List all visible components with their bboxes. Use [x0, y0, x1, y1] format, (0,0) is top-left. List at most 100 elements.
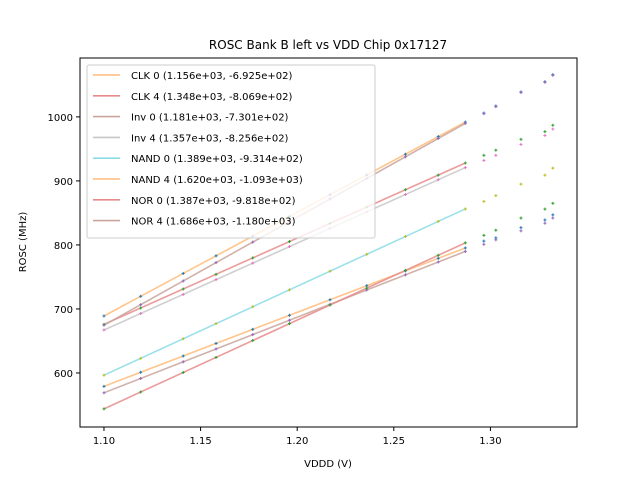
data-point-7-1	[139, 303, 143, 307]
legend-entry-6: NOR 0 (1.387e+03, -9.818e+02)	[93, 196, 296, 207]
extra-point-5-4	[551, 201, 555, 205]
extra-point-1-2	[519, 91, 523, 95]
extra-point-3-4	[551, 127, 555, 131]
extra-point-2-0	[482, 153, 486, 157]
data-point-0-2	[181, 354, 185, 358]
extra-point-6-0	[482, 239, 486, 243]
data-point-0-10	[463, 246, 467, 250]
data-point-1-9	[436, 173, 440, 177]
y-tick-label: 700	[54, 305, 73, 316]
y-axis-label: ROSC (MHz)	[18, 212, 29, 273]
extra-point-4-2	[519, 182, 523, 186]
extra-point-4-3	[543, 173, 547, 177]
extra-point-5-2	[519, 216, 523, 220]
x-tick-label: 1.20	[286, 436, 308, 447]
data-point-4-4	[251, 305, 255, 309]
legend-label: NOR 4 (1.686e+03, -1.180e+03)	[131, 217, 296, 228]
y-tick-label: 800	[54, 241, 73, 252]
data-point-3-0	[102, 328, 106, 332]
x-tick-label: 1.10	[93, 436, 115, 447]
data-point-2-10	[463, 249, 467, 253]
data-point-6-4	[251, 339, 255, 343]
data-point-4-6	[328, 269, 332, 273]
data-point-1-10	[463, 161, 467, 165]
data-point-5-8	[403, 152, 407, 156]
data-point-3-4	[251, 261, 255, 265]
y-tick-label: 900	[54, 177, 73, 188]
data-point-4-7	[365, 252, 369, 256]
legend-label: Inv 4 (1.357e+03, -8.256e+02)	[131, 133, 289, 144]
legend-entry-0: CLK 0 (1.156e+03, -6.925e+02)	[93, 71, 292, 82]
data-point-0-5	[287, 313, 291, 317]
data-point-5-0	[102, 314, 106, 318]
legend-label: Inv 0 (1.181e+03, -7.301e+02)	[131, 113, 289, 124]
extra-point-3-1	[494, 153, 498, 157]
legend-label: CLK 0 (1.156e+03, -6.925e+02)	[131, 71, 292, 82]
extra-point-3-0	[482, 158, 486, 162]
data-point-0-6	[328, 298, 332, 302]
legend-entry-7: NOR 4 (1.686e+03, -1.180e+03)	[93, 217, 296, 228]
data-point-2-5	[287, 318, 291, 322]
data-point-6-9	[436, 253, 440, 257]
data-point-2-9	[436, 260, 440, 264]
extra-point-5-0	[482, 233, 486, 237]
data-point-3-10	[463, 166, 467, 170]
data-point-4-3	[214, 322, 218, 326]
data-point-5-1	[139, 294, 143, 298]
data-point-3-3	[214, 278, 218, 282]
extra-point-7-3	[543, 221, 547, 225]
data-point-7-0	[102, 323, 106, 327]
data-point-2-1	[139, 376, 143, 380]
x-axis: 1.10 1.15 1.20 1.25 1.30	[93, 427, 502, 447]
extra-point-5-1	[494, 228, 498, 232]
extra-point-2-4	[551, 123, 555, 127]
legend-entry-1: CLK 4 (1.348e+03, -8.069e+02)	[93, 92, 292, 103]
extra-point-7-4	[551, 216, 555, 220]
data-point-6-0	[102, 407, 106, 411]
data-point-0-4	[251, 327, 255, 331]
data-point-4-10	[463, 207, 467, 211]
data-point-4-9	[436, 219, 440, 223]
y-tick-label: 600	[54, 369, 73, 380]
data-point-6-1	[139, 390, 143, 394]
data-point-1-8	[403, 188, 407, 192]
data-point-1-4	[251, 256, 255, 260]
data-point-4-2	[181, 337, 185, 341]
extra-point-2-3	[543, 130, 547, 134]
data-point-6-8	[403, 268, 407, 272]
extra-point-3-3	[543, 133, 547, 137]
data-point-6-10	[463, 241, 467, 245]
legend: CLK 0 (1.156e+03, -6.925e+02) CLK 4 (1.34…	[86, 64, 376, 239]
extra-point-1-4	[551, 73, 555, 77]
data-point-0-3	[214, 341, 218, 345]
data-point-6-2	[181, 370, 185, 374]
chart-title: ROSC Bank B left vs VDD Chip 0x17127	[209, 38, 447, 52]
extra-point-7-1	[494, 238, 498, 242]
data-point-7-10	[463, 121, 467, 125]
legend-label: NAND 0 (1.389e+03, -9.314e+02)	[131, 154, 303, 165]
extra-point-2-2	[519, 137, 523, 141]
extra-point-7-0	[482, 242, 486, 246]
extra-point-5-3	[543, 207, 547, 211]
extra-point-4-1	[494, 194, 498, 198]
data-point-2-3	[214, 347, 218, 351]
extra-point-1-3	[543, 80, 547, 84]
legend-label: NAND 4 (1.620e+03, -1.093e+03)	[131, 175, 303, 186]
data-point-6-6	[328, 303, 332, 307]
data-point-4-8	[403, 234, 407, 238]
data-point-7-4	[251, 240, 255, 244]
extra-point-6-4	[551, 213, 555, 217]
x-tick-label: 1.30	[479, 436, 501, 447]
data-point-6-5	[287, 322, 291, 326]
legend-frame	[86, 64, 376, 239]
data-point-0-0	[102, 384, 106, 388]
extra-point-4-4	[551, 166, 555, 170]
y-tick-label: 1000	[48, 113, 73, 124]
data-point-7-2	[181, 279, 185, 283]
extra-point-6-2	[519, 226, 523, 230]
data-point-1-2	[181, 287, 185, 291]
data-point-3-1	[139, 312, 143, 316]
legend-entry-4: NAND 0 (1.389e+03, -9.314e+02)	[93, 154, 303, 165]
legend-entry-3: Inv 4 (1.357e+03, -8.256e+02)	[93, 133, 289, 144]
